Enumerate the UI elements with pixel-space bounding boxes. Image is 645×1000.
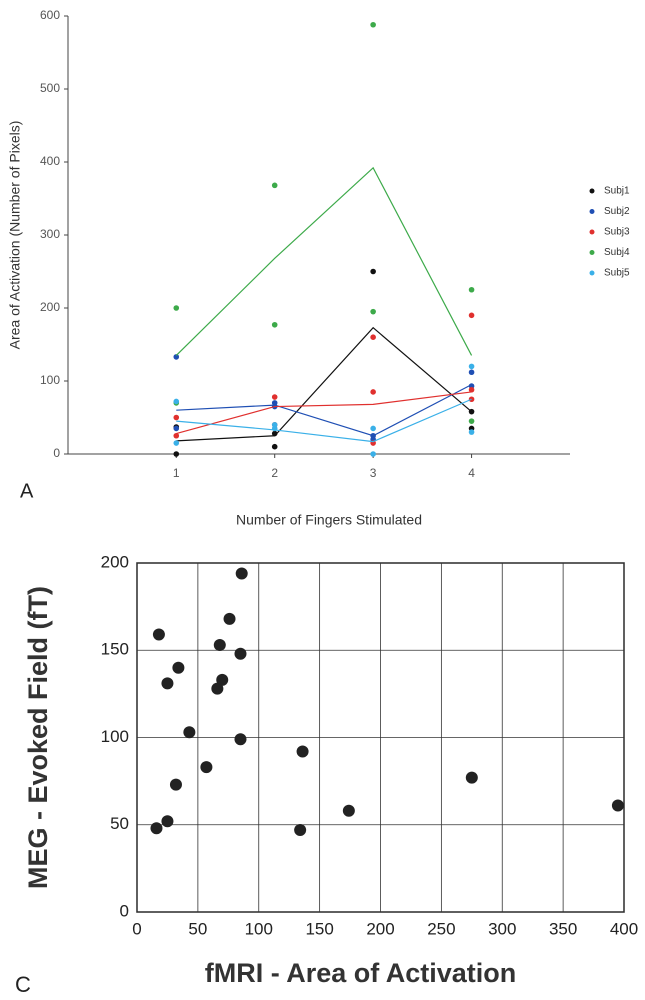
data-point [161,677,174,690]
data-point [468,286,475,293]
y-tick-label: 0 [120,901,129,920]
series-line [176,398,472,443]
series-line [176,326,472,442]
data-point [468,369,475,376]
legend-marker [589,229,595,235]
data-point [370,389,376,395]
data-point [468,418,475,424]
data-point [611,799,624,812]
data-point [465,771,478,784]
legend-marker [589,250,595,255]
x-tick-label: 300 [488,919,516,938]
data-point [216,673,229,686]
panel-label: C [15,972,31,997]
x-axis-label: fMRI - Area of Activation [205,958,517,988]
y-tick-label: 600 [40,8,60,22]
data-point [150,822,163,835]
data-point [468,386,475,393]
legend-label: Subj1 [604,186,630,197]
x-tick-label: 200 [366,919,394,938]
data-point [468,408,475,415]
data-point [173,425,180,432]
data-point [234,647,247,660]
x-tick-label: 350 [549,919,577,938]
data-point [468,363,475,370]
series-line [176,391,472,435]
series-line [175,166,473,356]
data-point [468,312,475,319]
y-tick-label: 50 [110,814,129,833]
data-point [370,334,376,341]
data-point [173,414,180,421]
y-tick-label: 500 [40,81,60,95]
data-point [271,400,278,406]
data-point [370,425,376,432]
data-point [468,396,475,403]
y-tick-label: 200 [40,300,60,314]
data-point [370,308,376,315]
data-point [172,661,185,674]
data-point [223,612,236,625]
data-point [234,733,247,746]
legend-marker [589,209,595,214]
data-point [370,21,376,28]
data-point [271,394,278,400]
data-point [370,268,376,275]
x-tick-label: 150 [305,919,333,938]
data-point [370,451,376,457]
data-point [213,639,226,652]
y-tick-label: 100 [101,727,129,746]
legend-marker [589,188,595,194]
data-point [200,761,213,774]
x-tick-label: 2 [271,466,278,480]
legend-label: Subj5 [604,268,630,279]
legend-label: Subj3 [604,227,630,238]
data-point [271,425,278,432]
x-tick-label: 100 [245,919,273,938]
data-point [296,745,309,758]
data-point [183,726,196,739]
y-tick-label: 300 [40,227,60,241]
x-tick-label: 4 [468,466,475,480]
data-point [211,682,224,695]
y-tick-label: 150 [101,640,129,659]
legend-label: Subj4 [604,247,630,258]
data-point [161,815,174,828]
y-axis-label: MEG - Evoked Field (fT) [23,586,53,889]
x-tick-label: 250 [427,919,455,938]
data-point [342,804,355,817]
data-point [271,182,278,189]
legend-label: Subj2 [604,206,630,217]
y-tick-label: 100 [40,373,60,387]
data-point [173,440,180,446]
data-point [173,354,180,360]
data-point [173,305,180,311]
y-axis-label: Area of Activation (Number of Pixels) [7,121,23,350]
series-line [176,384,472,437]
x-axis-label: Number of Fingers Stimulated [236,512,422,528]
data-point [173,451,180,457]
y-tick-label: 400 [40,154,60,168]
x-tick-label: 50 [188,919,207,938]
data-point [271,321,278,328]
x-tick-label: 3 [370,466,377,480]
data-point [235,567,248,580]
data-point [169,778,182,791]
x-tick-label: 400 [610,919,638,938]
data-point [294,823,307,836]
panel-label: A [20,480,34,502]
data-point [271,443,278,450]
legend-marker [589,270,595,276]
data-point [173,432,180,439]
x-tick-label: 0 [132,919,141,938]
data-point [173,398,180,405]
data-point [152,628,165,641]
data-point [468,429,475,435]
x-tick-label: 1 [173,466,180,480]
y-tick-label: 0 [53,446,60,460]
data-point [271,430,278,437]
y-tick-label: 200 [101,552,129,571]
